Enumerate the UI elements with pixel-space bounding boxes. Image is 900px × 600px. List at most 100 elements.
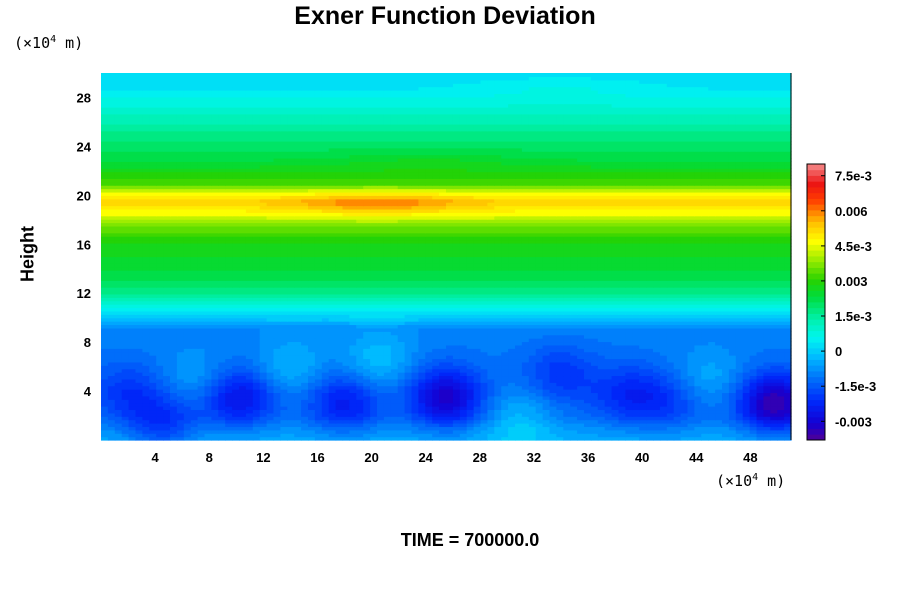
heatmap-cell bbox=[446, 334, 454, 339]
heatmap-cell bbox=[515, 433, 523, 438]
heatmap-cell bbox=[245, 402, 254, 407]
heatmap-cell bbox=[625, 368, 633, 373]
heatmap-cell bbox=[328, 276, 337, 281]
heatmap-cell bbox=[653, 287, 661, 292]
heatmap-cell bbox=[218, 382, 226, 387]
heatmap-cell bbox=[101, 395, 109, 400]
heatmap-cell bbox=[321, 338, 330, 343]
heatmap-cell bbox=[659, 436, 668, 441]
heatmap-cell bbox=[480, 433, 488, 438]
heatmap-cell bbox=[273, 321, 281, 326]
heatmap-cell bbox=[653, 304, 661, 309]
heatmap-cell bbox=[342, 290, 350, 295]
heatmap-cell bbox=[515, 436, 523, 441]
heatmap-cell bbox=[542, 290, 551, 295]
heatmap-cell bbox=[128, 429, 137, 434]
heatmap-cell bbox=[204, 290, 212, 295]
heatmap-cell bbox=[570, 361, 578, 366]
heatmap-cell bbox=[335, 433, 344, 438]
heatmap-cell bbox=[722, 287, 730, 292]
heatmap-cell bbox=[356, 297, 364, 302]
heatmap-cell bbox=[604, 426, 613, 431]
heatmap-cell bbox=[528, 314, 537, 319]
heatmap-cell bbox=[666, 293, 675, 298]
heatmap-cell bbox=[245, 331, 254, 336]
heatmap-cell bbox=[687, 341, 695, 346]
heatmap-cell bbox=[452, 297, 461, 302]
heatmap-cell bbox=[142, 287, 150, 292]
heatmap-cell bbox=[632, 402, 640, 407]
heatmap-cell bbox=[156, 368, 164, 373]
heatmap-cell bbox=[584, 426, 592, 431]
heatmap-cell bbox=[715, 412, 723, 417]
heatmap-cell bbox=[528, 327, 537, 332]
heatmap-cell bbox=[452, 382, 461, 387]
heatmap-cell bbox=[404, 385, 413, 390]
heatmap-cell bbox=[163, 273, 171, 278]
heatmap-cell bbox=[584, 314, 592, 319]
heatmap-cell bbox=[101, 392, 109, 397]
heatmap-cell bbox=[335, 314, 344, 319]
heatmap-cell bbox=[197, 436, 206, 441]
heatmap-cell bbox=[128, 433, 137, 438]
heatmap-cell bbox=[197, 273, 206, 278]
heatmap-cell bbox=[515, 327, 523, 332]
heatmap-cell bbox=[218, 436, 226, 441]
heatmap-cell bbox=[190, 419, 199, 424]
heatmap-cell bbox=[163, 338, 171, 343]
heatmap-cell bbox=[480, 297, 488, 302]
heatmap-cell bbox=[273, 270, 281, 275]
heatmap-cell bbox=[742, 270, 751, 275]
heatmap-cell bbox=[563, 307, 571, 312]
heatmap-cell bbox=[204, 344, 212, 349]
heatmap-cell bbox=[197, 395, 206, 400]
heatmap-cell bbox=[342, 283, 350, 288]
heatmap-cell bbox=[618, 276, 626, 281]
heatmap-cell bbox=[666, 395, 675, 400]
heatmap-cell bbox=[756, 300, 764, 305]
heatmap-cell bbox=[542, 365, 551, 370]
heatmap-cell bbox=[356, 314, 364, 319]
heatmap-cell bbox=[211, 406, 219, 411]
heatmap-cell bbox=[501, 314, 509, 319]
heatmap-cell bbox=[452, 392, 461, 397]
heatmap-cell bbox=[480, 327, 488, 332]
heatmap-cell bbox=[349, 395, 357, 400]
heatmap-cell bbox=[770, 368, 778, 373]
heatmap-cell bbox=[618, 433, 626, 438]
heatmap-cell bbox=[728, 344, 737, 349]
heatmap-cell bbox=[446, 310, 454, 315]
heatmap-cell bbox=[604, 334, 613, 339]
heatmap-cell bbox=[342, 355, 350, 360]
heatmap-cell bbox=[107, 314, 116, 319]
heatmap-cell bbox=[480, 351, 488, 356]
heatmap-cell bbox=[611, 297, 620, 302]
heatmap-cell bbox=[128, 270, 137, 275]
heatmap-cell bbox=[749, 293, 758, 298]
heatmap-cell bbox=[528, 307, 537, 312]
heatmap-cell bbox=[190, 348, 199, 353]
heatmap-cell bbox=[190, 297, 199, 302]
heatmap-cell bbox=[128, 385, 137, 390]
heatmap-cell bbox=[563, 358, 571, 363]
heatmap-cell bbox=[425, 375, 433, 380]
heatmap-cell bbox=[101, 368, 109, 373]
heatmap-cell bbox=[715, 304, 723, 309]
heatmap-cell bbox=[404, 389, 413, 394]
heatmap-cell bbox=[508, 314, 516, 319]
heatmap-cell bbox=[728, 378, 737, 383]
heatmap-cell bbox=[687, 395, 695, 400]
heatmap-cell bbox=[459, 270, 468, 275]
heatmap-cell bbox=[446, 412, 454, 417]
heatmap-cell bbox=[142, 392, 150, 397]
heatmap-cell bbox=[432, 409, 440, 414]
heatmap-cell bbox=[287, 300, 295, 305]
heatmap-cell bbox=[515, 419, 523, 424]
heatmap-cell bbox=[301, 334, 309, 339]
heatmap-cell bbox=[549, 406, 557, 411]
heatmap-cell bbox=[646, 361, 654, 366]
heatmap-cell bbox=[183, 365, 192, 370]
heatmap-cell bbox=[687, 389, 695, 394]
heatmap-cell bbox=[722, 314, 730, 319]
heatmap-cell bbox=[101, 348, 109, 353]
